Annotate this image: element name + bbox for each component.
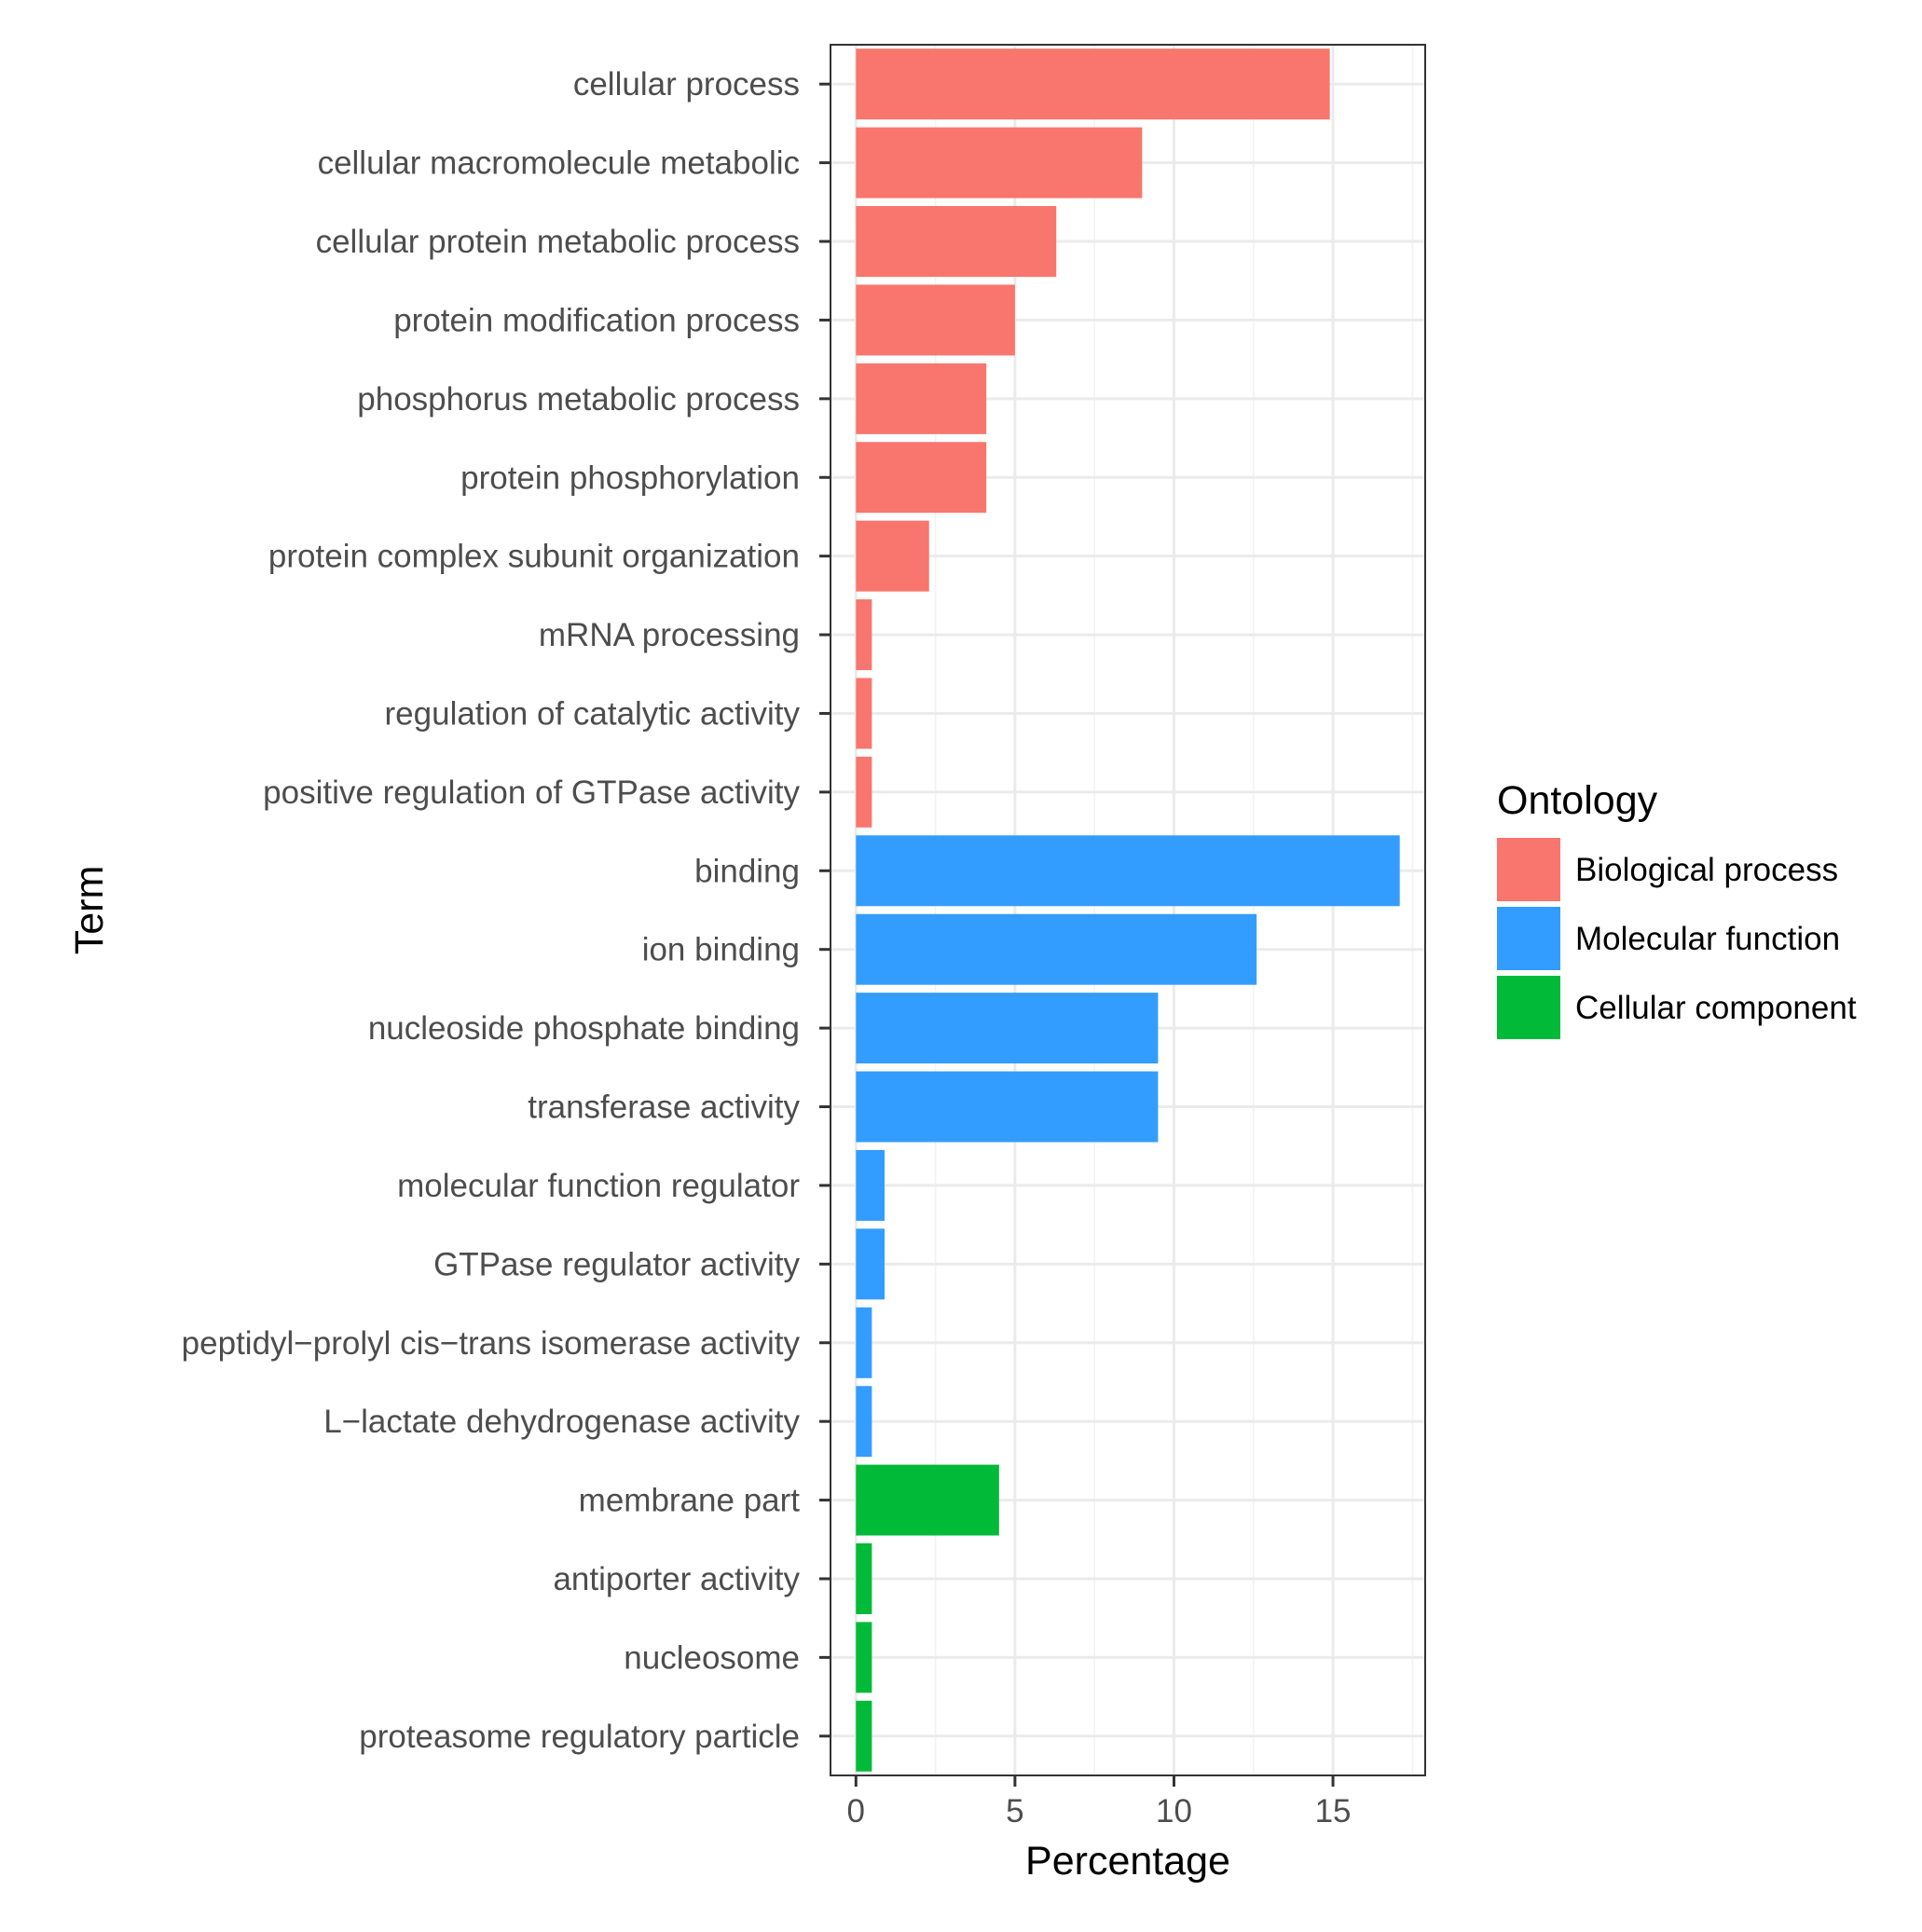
bar xyxy=(856,993,1159,1064)
bar xyxy=(856,1700,872,1772)
y-tick-label: protein modification process xyxy=(393,302,800,338)
y-tick-label: protein phosphorylation xyxy=(460,459,800,496)
bar xyxy=(856,206,1057,278)
legend-label: Molecular function xyxy=(1575,921,1840,957)
bar xyxy=(856,127,1143,199)
bar xyxy=(856,913,1257,985)
y-tick-label: membrane part xyxy=(579,1483,801,1519)
bar xyxy=(856,48,1330,120)
bar xyxy=(856,1386,872,1458)
bar xyxy=(856,363,987,434)
legend-key xyxy=(1497,907,1560,970)
y-tick-label: transferase activity xyxy=(528,1089,800,1126)
y-tick-label: molecular function regulator xyxy=(397,1168,800,1204)
y-tick-label: positive regulation of GTPase activity xyxy=(263,774,800,811)
legend-key xyxy=(1497,838,1560,901)
y-tick-label: phosphorus metabolic process xyxy=(357,381,800,418)
x-tick-label: 0 xyxy=(847,1793,865,1829)
x-tick-label: 15 xyxy=(1315,1793,1352,1829)
y-tick-label: cellular process xyxy=(573,66,800,103)
bar xyxy=(856,284,1015,356)
legend: Ontology Biological process Molecular fun… xyxy=(1497,778,1857,1039)
x-axis-title: Percentage xyxy=(1025,1839,1230,1884)
y-tick-label: binding xyxy=(694,853,800,889)
y-axis-title: Term xyxy=(67,866,112,955)
bar xyxy=(856,1149,885,1221)
bar xyxy=(856,756,872,828)
bar xyxy=(856,1464,999,1536)
bar xyxy=(856,599,872,671)
y-tick-label: protein complex subunit organization xyxy=(268,539,800,575)
y-tick-label: antiporter activity xyxy=(553,1561,800,1597)
bar xyxy=(856,1622,872,1693)
y-tick-label: GTPase regulator activity xyxy=(433,1246,800,1282)
y-tick-label: nucleoside phosphate binding xyxy=(368,1010,800,1047)
legend-label: Biological process xyxy=(1575,852,1838,888)
x-tick-label: 10 xyxy=(1156,1793,1192,1829)
bar xyxy=(856,442,987,514)
bar xyxy=(856,678,872,749)
legend-key xyxy=(1497,976,1560,1039)
x-axis: 0 5 10 15 xyxy=(847,1775,1352,1829)
y-axis: cellular process cellular macromolecule m… xyxy=(182,66,831,1755)
bar xyxy=(856,1307,872,1378)
y-tick-label: proteasome regulatory particle xyxy=(359,1719,800,1755)
bar xyxy=(856,1542,872,1614)
bars-group xyxy=(856,48,1400,1772)
panel-border xyxy=(830,44,1426,1776)
legend-label: Cellular component xyxy=(1575,990,1857,1026)
y-tick-label: regulation of catalytic activity xyxy=(385,695,801,732)
y-tick-label: cellular macromolecule metabolic xyxy=(318,145,800,182)
y-tick-label: nucleosome xyxy=(624,1639,800,1676)
bar xyxy=(856,1071,1159,1143)
y-tick-label: mRNA processing xyxy=(539,617,800,653)
bar xyxy=(856,520,929,592)
y-tick-label: peptidyl−prolyl cis−trans isomerase acti… xyxy=(182,1325,801,1362)
x-tick-label: 5 xyxy=(1006,1793,1023,1829)
legend-title: Ontology xyxy=(1497,778,1658,823)
y-tick-label: ion binding xyxy=(642,932,800,968)
bar xyxy=(856,1228,885,1300)
y-tick-label: L−lactate dehydrogenase activity xyxy=(323,1404,800,1440)
bar xyxy=(856,835,1400,907)
y-tick-label: cellular protein metabolic process xyxy=(316,224,800,260)
